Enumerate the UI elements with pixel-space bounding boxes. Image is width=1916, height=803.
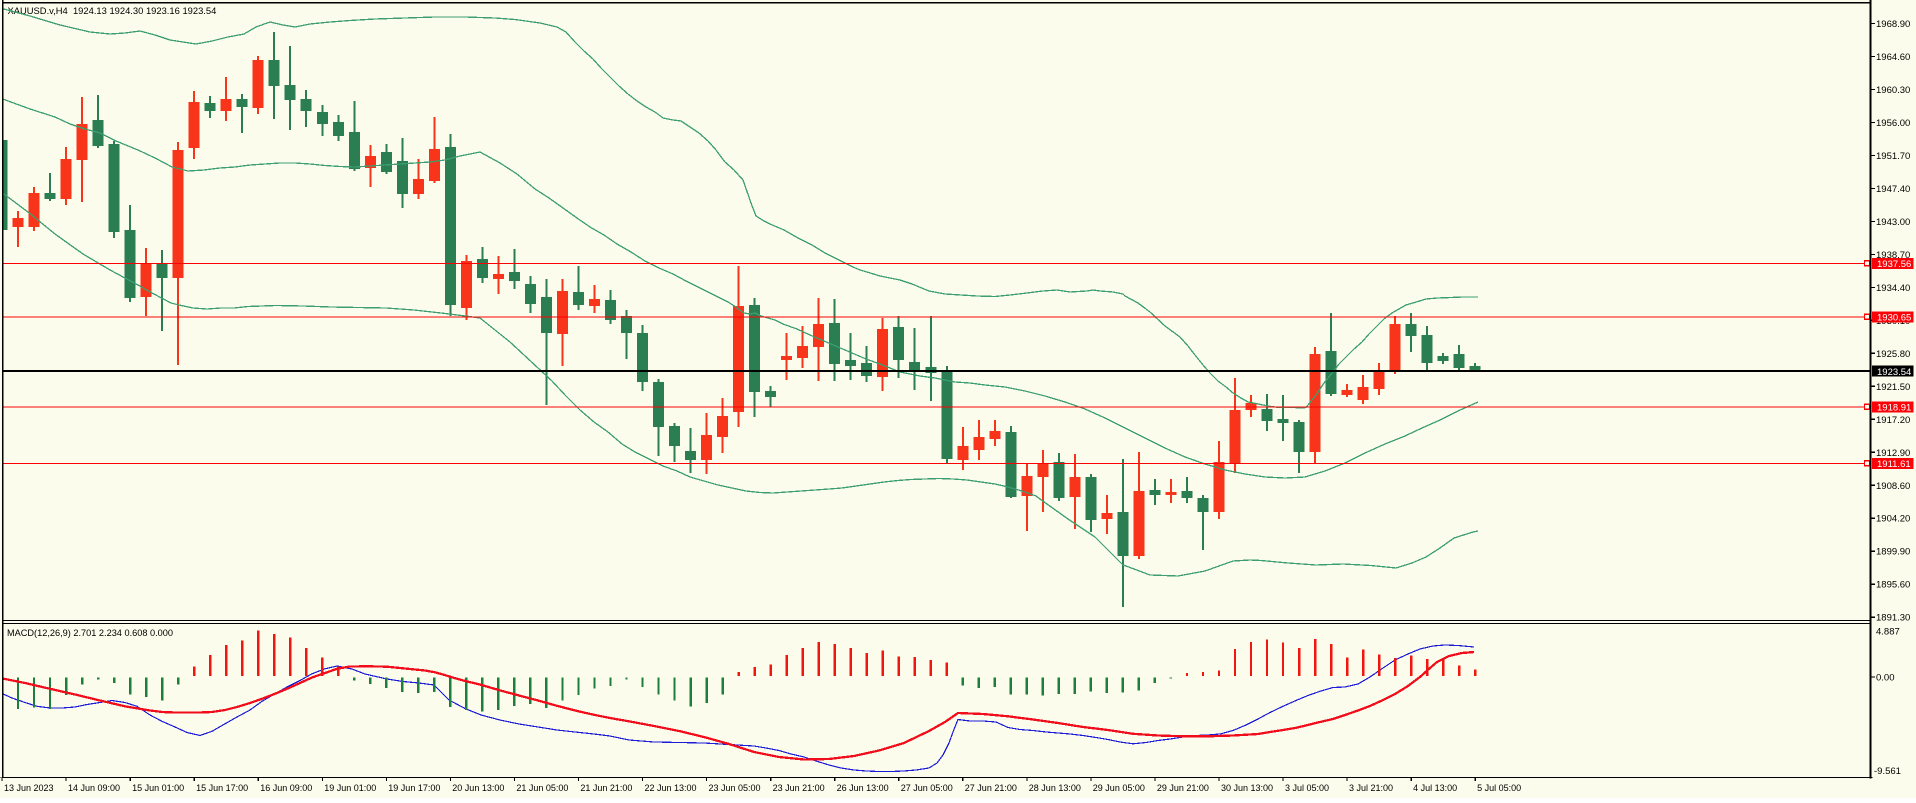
svg-text:1904.20: 1904.20	[1876, 514, 1910, 525]
svg-text:MACD(12,26,9) 2.701 2.234 0.60: MACD(12,26,9) 2.701 2.234 0.608 0.000	[7, 628, 173, 638]
svg-text:28 Jun 13:00: 28 Jun 13:00	[1029, 783, 1081, 793]
svg-text:19 Jun 01:00: 19 Jun 01:00	[324, 783, 376, 793]
svg-text:27 Jun 05:00: 27 Jun 05:00	[901, 783, 953, 793]
svg-text:5 Jul 05:00: 5 Jul 05:00	[1477, 783, 1521, 793]
svg-text:21 Jun 21:00: 21 Jun 21:00	[580, 783, 632, 793]
svg-text:26 Jun 13:00: 26 Jun 13:00	[837, 783, 889, 793]
svg-text:30 Jun 13:00: 30 Jun 13:00	[1221, 783, 1273, 793]
svg-text:1968.90: 1968.90	[1876, 19, 1910, 30]
svg-text:15 Jun 01:00: 15 Jun 01:00	[132, 783, 184, 793]
svg-text:1895.60: 1895.60	[1876, 580, 1910, 591]
svg-text:1937.56: 1937.56	[1877, 259, 1911, 270]
svg-text:23 Jun 21:00: 23 Jun 21:00	[773, 783, 825, 793]
svg-text:0.00: 0.00	[1876, 673, 1895, 684]
svg-text:27 Jun 21:00: 27 Jun 21:00	[965, 783, 1017, 793]
svg-text:1923.54: 1923.54	[1877, 367, 1911, 378]
svg-text:1918.91: 1918.91	[1877, 403, 1911, 414]
svg-text:1964.60: 1964.60	[1876, 52, 1910, 63]
svg-text:4.887: 4.887	[1876, 627, 1900, 638]
svg-text:1947.40: 1947.40	[1876, 184, 1910, 195]
svg-text:1951.70: 1951.70	[1876, 151, 1910, 162]
svg-text:19 Jun 17:00: 19 Jun 17:00	[388, 783, 440, 793]
svg-text:XAUUSD.v,H4 1924.13 1924.30 1: XAUUSD.v,H4 1924.13 1924.30 1923.16 1923…	[8, 5, 217, 16]
svg-text:16 Jun 09:00: 16 Jun 09:00	[260, 783, 312, 793]
svg-text:1938.70: 1938.70	[1876, 250, 1910, 261]
svg-text:-9.561: -9.561	[1874, 766, 1901, 777]
svg-text:21 Jun 05:00: 21 Jun 05:00	[516, 783, 568, 793]
svg-text:1917.20: 1917.20	[1876, 415, 1910, 426]
svg-text:3 Jul 21:00: 3 Jul 21:00	[1349, 783, 1393, 793]
svg-text:13 Jun 2023: 13 Jun 2023	[4, 783, 54, 793]
svg-text:4 Jul 13:00: 4 Jul 13:00	[1413, 783, 1457, 793]
svg-text:23 Jun 05:00: 23 Jun 05:00	[709, 783, 761, 793]
svg-text:29 Jun 05:00: 29 Jun 05:00	[1093, 783, 1145, 793]
svg-text:1943.00: 1943.00	[1876, 217, 1910, 228]
svg-text:14 Jun 09:00: 14 Jun 09:00	[68, 783, 120, 793]
svg-text:1960.30: 1960.30	[1876, 85, 1910, 96]
svg-text:1911.61: 1911.61	[1877, 459, 1911, 470]
svg-text:1891.30: 1891.30	[1876, 613, 1910, 624]
svg-text:20 Jun 13:00: 20 Jun 13:00	[452, 783, 504, 793]
svg-text:29 Jun 21:00: 29 Jun 21:00	[1157, 783, 1209, 793]
svg-text:1912.90: 1912.90	[1876, 448, 1910, 459]
svg-text:1908.60: 1908.60	[1876, 481, 1910, 492]
svg-text:1934.40: 1934.40	[1876, 283, 1910, 294]
svg-text:22 Jun 13:00: 22 Jun 13:00	[645, 783, 697, 793]
svg-text:1921.50: 1921.50	[1876, 382, 1910, 393]
svg-text:1925.80: 1925.80	[1876, 349, 1910, 360]
svg-text:1899.90: 1899.90	[1876, 547, 1910, 558]
svg-text:1930.65: 1930.65	[1877, 313, 1911, 324]
svg-text:15 Jun 17:00: 15 Jun 17:00	[196, 783, 248, 793]
svg-text:3 Jul 05:00: 3 Jul 05:00	[1285, 783, 1329, 793]
svg-text:1956.00: 1956.00	[1876, 118, 1910, 129]
